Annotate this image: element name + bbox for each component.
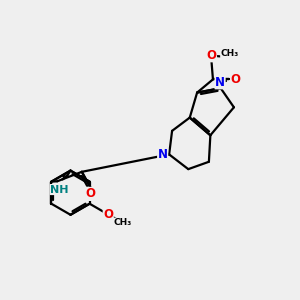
Text: NH: NH — [50, 184, 69, 194]
Text: N: N — [215, 76, 225, 89]
Text: O: O — [206, 49, 217, 62]
Text: O: O — [103, 208, 113, 221]
Text: O: O — [86, 188, 96, 200]
Text: N: N — [158, 148, 168, 161]
Text: O: O — [231, 73, 241, 86]
Text: CH₃: CH₃ — [220, 49, 239, 58]
Text: CH₃: CH₃ — [113, 218, 131, 227]
